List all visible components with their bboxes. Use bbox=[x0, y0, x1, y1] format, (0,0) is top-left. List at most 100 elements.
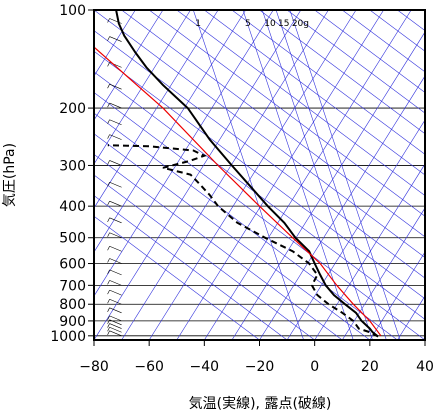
adiabat-line bbox=[148, 10, 425, 217]
x-axis-ticks: −80 −60 −40 −20 0 20 40 bbox=[79, 340, 434, 375]
isotherm-line bbox=[341, 207, 425, 340]
isotherm-line bbox=[94, 10, 191, 165]
profile-line-2 bbox=[107, 144, 379, 338]
adiabat-line bbox=[314, 10, 425, 93]
wind-barb bbox=[109, 319, 122, 326]
adiabat-line bbox=[259, 10, 425, 135]
wind-barb bbox=[109, 289, 122, 296]
adiabat-line bbox=[397, 10, 425, 31]
y-tick-label: 600 bbox=[59, 257, 86, 273]
wind-barb bbox=[109, 298, 122, 305]
wind-barb bbox=[109, 134, 122, 140]
wind-barb bbox=[107, 160, 110, 165]
isotherm-line bbox=[424, 339, 425, 340]
adiabat-line bbox=[94, 50, 425, 300]
mixing-ratio-label: 20g bbox=[292, 19, 309, 29]
adiabat-line bbox=[342, 10, 425, 73]
isotherm-line bbox=[397, 295, 425, 340]
wind-barb bbox=[109, 280, 122, 286]
x-axis-label: 気温(実線), 露点(破線) bbox=[189, 396, 332, 412]
isotherm-line bbox=[94, 10, 219, 209]
adiabat-line bbox=[94, 30, 425, 279]
mixing-ratio-line bbox=[242, 10, 354, 340]
wind-barb bbox=[109, 36, 122, 42]
isobar-grid bbox=[94, 9, 425, 337]
y-tick-label: 200 bbox=[59, 101, 86, 117]
wind-barb bbox=[107, 330, 110, 335]
y-tick-label: 500 bbox=[59, 231, 86, 247]
wind-barb bbox=[107, 119, 110, 124]
adiabat-line bbox=[94, 71, 425, 320]
wind-barb bbox=[109, 217, 122, 224]
wind-barbs bbox=[107, 5, 122, 337]
guide-lines bbox=[94, 10, 425, 340]
y-tick-label: 100 bbox=[59, 3, 86, 19]
isotherm-line bbox=[176, 10, 384, 340]
wind-barb bbox=[107, 18, 110, 23]
adiabat-line bbox=[94, 215, 260, 340]
wind-barb bbox=[107, 217, 110, 222]
wind-barb bbox=[109, 326, 122, 333]
wind-barb bbox=[107, 269, 110, 274]
wind-barb bbox=[109, 258, 122, 264]
wind-barb bbox=[107, 307, 110, 312]
wind-barb bbox=[107, 182, 110, 187]
mixing-ratio-labels: 1 5 10 15 20g bbox=[195, 19, 309, 29]
profile-lines bbox=[94, 10, 382, 338]
wind-barb bbox=[107, 315, 110, 321]
mixing-ratio-line bbox=[261, 10, 373, 340]
wind-barb bbox=[107, 258, 110, 263]
x-tick-label: −80 bbox=[79, 359, 109, 375]
adiabat-line bbox=[286, 10, 425, 114]
profile-line-3 bbox=[94, 46, 382, 337]
wind-barb bbox=[107, 323, 110, 328]
mixing-ratio-label: 5 bbox=[245, 19, 251, 29]
adiabat-line bbox=[94, 174, 315, 340]
y-tick-label: 400 bbox=[59, 199, 86, 215]
wind-barb bbox=[107, 36, 110, 41]
wind-barb bbox=[109, 269, 122, 276]
isotherm-line bbox=[369, 251, 425, 340]
x-tick-label: 40 bbox=[416, 359, 434, 375]
isotherm-line bbox=[94, 10, 246, 253]
isotherm-line bbox=[314, 163, 425, 340]
adiabat-line bbox=[231, 10, 425, 155]
wind-barb bbox=[107, 134, 110, 139]
wind-barb bbox=[107, 280, 110, 285]
wind-barb bbox=[107, 201, 110, 206]
wind-barb bbox=[107, 84, 110, 89]
mixing-ratio-line bbox=[193, 10, 304, 340]
wind-barb bbox=[109, 160, 122, 166]
wind-barb bbox=[107, 232, 110, 237]
isotherm-line bbox=[286, 119, 425, 340]
mixing-ratio-label: 15 bbox=[278, 19, 289, 29]
isotherm-line bbox=[231, 31, 425, 340]
mixing-ratio-line bbox=[289, 10, 401, 340]
wind-barb bbox=[109, 181, 122, 188]
y-tick-label: 800 bbox=[59, 297, 86, 313]
y-tick-label: 700 bbox=[59, 278, 86, 294]
wind-barb bbox=[109, 119, 122, 126]
adiabat-line bbox=[424, 10, 425, 11]
wind-barb bbox=[108, 5, 110, 9]
wind-barb bbox=[107, 289, 110, 295]
isotherm-line bbox=[94, 10, 136, 77]
adiabat-line bbox=[94, 92, 425, 340]
wind-barb bbox=[109, 323, 122, 329]
adiabat-line bbox=[94, 154, 343, 340]
x-tick-label: −60 bbox=[134, 359, 164, 375]
isotherm-line bbox=[94, 10, 274, 297]
wind-barb bbox=[109, 315, 122, 322]
isotherm-line bbox=[94, 10, 302, 340]
isotherm-line bbox=[121, 10, 329, 340]
isotherm-line bbox=[148, 10, 357, 340]
mixing-ratio-label: 1 bbox=[195, 19, 201, 29]
wind-barb bbox=[109, 200, 122, 207]
adiabat-line bbox=[94, 133, 371, 340]
wind-barb bbox=[107, 299, 110, 304]
y-tick-label: 900 bbox=[59, 314, 86, 330]
y-tick-label: 300 bbox=[59, 158, 86, 174]
x-tick-label: −40 bbox=[190, 359, 220, 375]
